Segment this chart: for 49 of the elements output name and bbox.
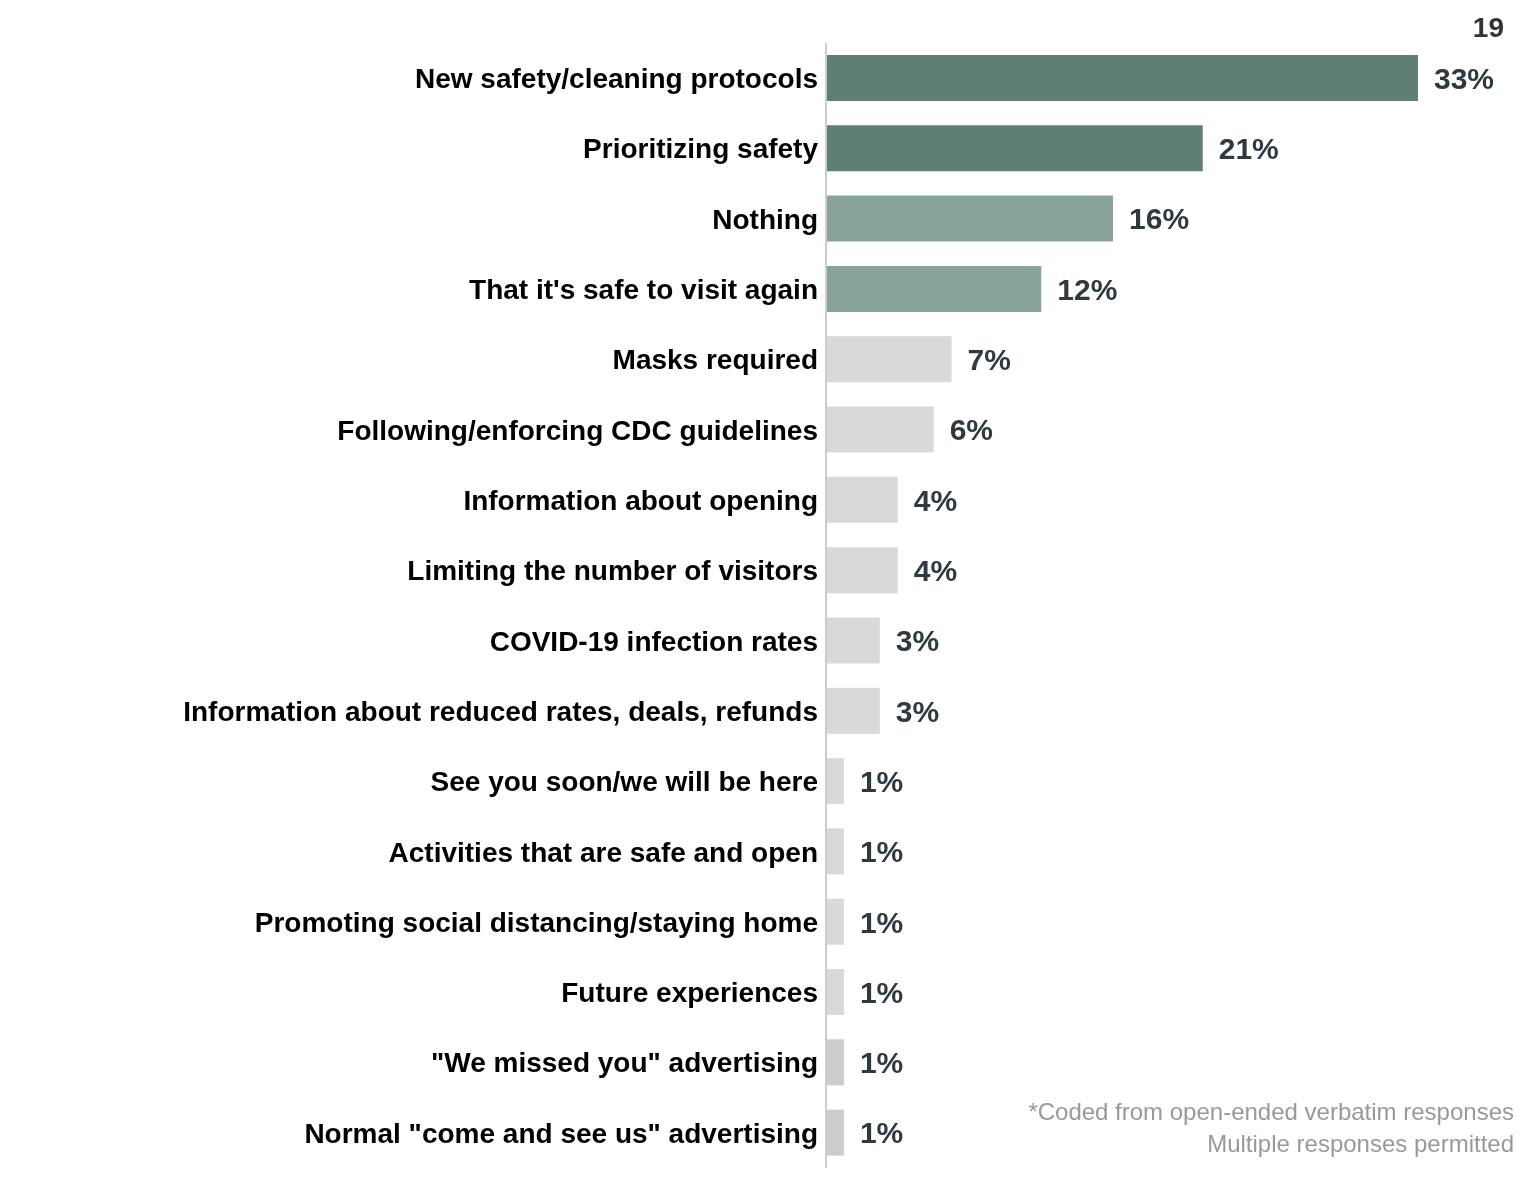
data-label: 6% [949,413,993,447]
y-tick-label: Prioritizing safety [583,133,819,165]
bar [826,828,844,875]
y-tick-label: Normal "come and see us" advertising [304,1117,818,1149]
annotation: *Coded from open-ended verbatim responses [1028,1098,1514,1126]
y-tick-label: Limiting the number of visitors [407,555,818,587]
y-tick-label: Information about reduced rates, deals, refunds [183,695,818,727]
y-tick-label: New safety/cleaning protocols [415,63,818,95]
bar [826,406,934,453]
y-tick-label: Promoting social distancing/staying home [254,906,818,938]
data-label: 21% [1218,132,1279,166]
data-label: 1% [859,975,904,1009]
y-tick-label: COVID-19 infection rates [489,625,818,657]
bar [826,54,1418,101]
data-label: 1% [859,1046,904,1080]
data-label: 16% [1129,202,1190,236]
data-label: 3% [895,694,940,728]
data-label: 4% [913,553,958,587]
y-tick-label: Information about opening [463,484,818,516]
data-label: 1% [859,764,904,798]
data-label: 1% [859,905,904,939]
bar [826,617,880,664]
data-label: 3% [895,624,940,658]
bar [826,336,952,383]
data-label: 4% [913,483,958,517]
bar [826,898,844,945]
bar [826,265,1042,312]
data-label: 1% [859,835,904,869]
data-label: 1% [859,1116,904,1150]
bar [826,195,1114,242]
y-tick-label: Nothing [712,203,818,235]
bar [826,125,1203,172]
text: 19 [1472,12,1504,44]
y-tick-label: Future experiences [561,977,818,1009]
bar [826,547,898,594]
bar [826,687,880,734]
y-tick-label: That it's safe to visit again [469,274,818,306]
data-label: 7% [967,343,1011,376]
y-tick-label: Following/enforcing CDC guidelines [337,414,818,446]
y-tick-label: See you soon/we will be here [430,766,818,798]
data-label: 12% [1057,272,1118,306]
y-tick-label: Masks required [612,344,818,376]
bar [826,969,844,1016]
y-tick-label: "We missed you" advertising [430,1047,818,1079]
bar [826,476,898,523]
y-tick-label: Activities that are safe and open [388,836,818,868]
bar [826,758,844,805]
annotation: Multiple responses permitted [1207,1130,1514,1158]
data-label: 33% [1434,61,1495,95]
